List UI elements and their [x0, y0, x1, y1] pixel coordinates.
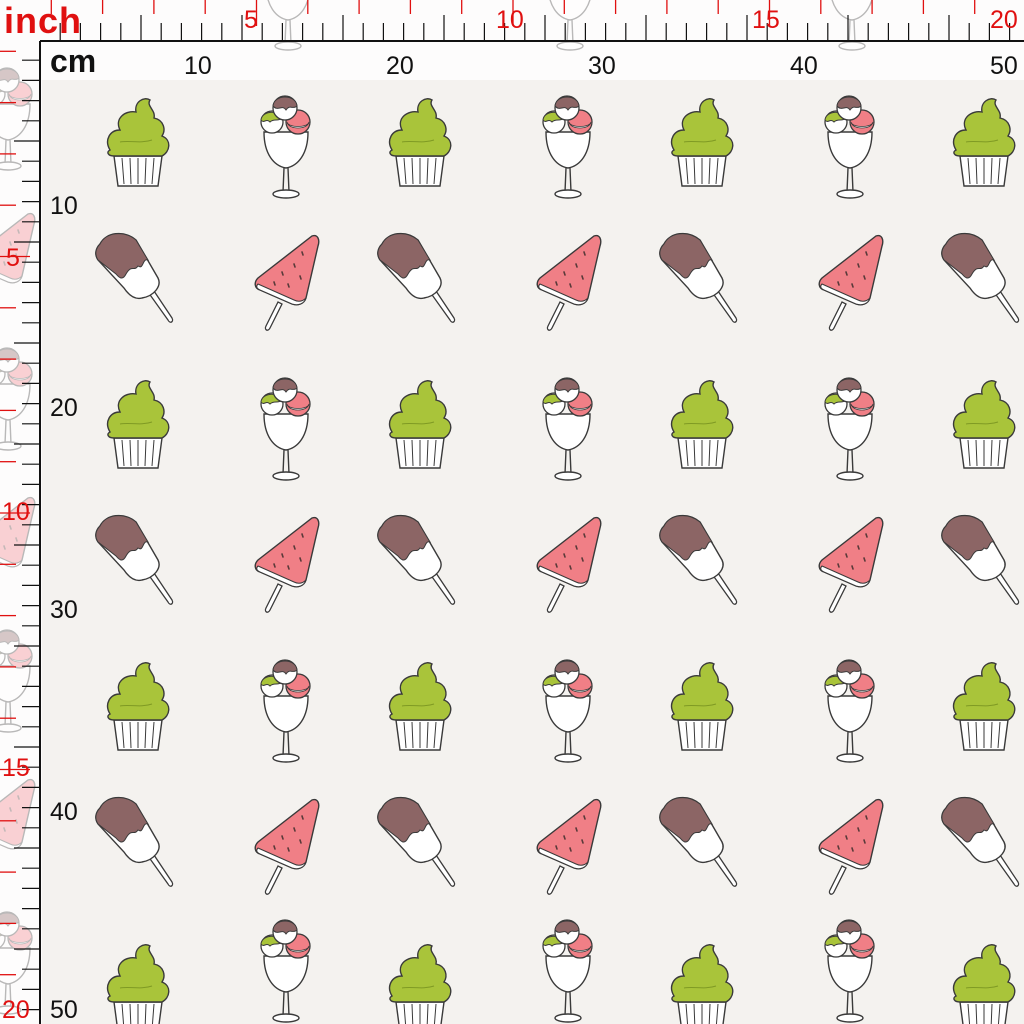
left-cm-number: 30 [50, 596, 78, 624]
top-cm-number: 10 [184, 52, 212, 80]
left-inch-number: 15 [2, 754, 30, 782]
left-inch-number: 10 [2, 498, 30, 526]
left-cm-number: 40 [50, 798, 78, 826]
cm-label: cm [50, 43, 96, 79]
top-inch-number: 5 [244, 6, 258, 34]
ruler-ticks [0, 0, 1011, 1011]
top-inch-number: 20 [990, 6, 1018, 34]
left-inch-number: 5 [6, 244, 20, 272]
top-cm-number: 50 [990, 52, 1018, 80]
top-inch-number: 10 [496, 6, 524, 34]
inch-label: inch [4, 0, 82, 41]
top-cm-number: 20 [386, 52, 414, 80]
top-cm-number: 30 [588, 52, 616, 80]
left-cm-number: 20 [50, 394, 78, 422]
left-cm-number: 50 [50, 996, 78, 1024]
left-cm-number: 10 [50, 192, 78, 220]
top-inch-number: 15 [752, 6, 780, 34]
top-cm-number: 40 [790, 52, 818, 80]
left-inch-number: 20 [2, 996, 30, 1024]
